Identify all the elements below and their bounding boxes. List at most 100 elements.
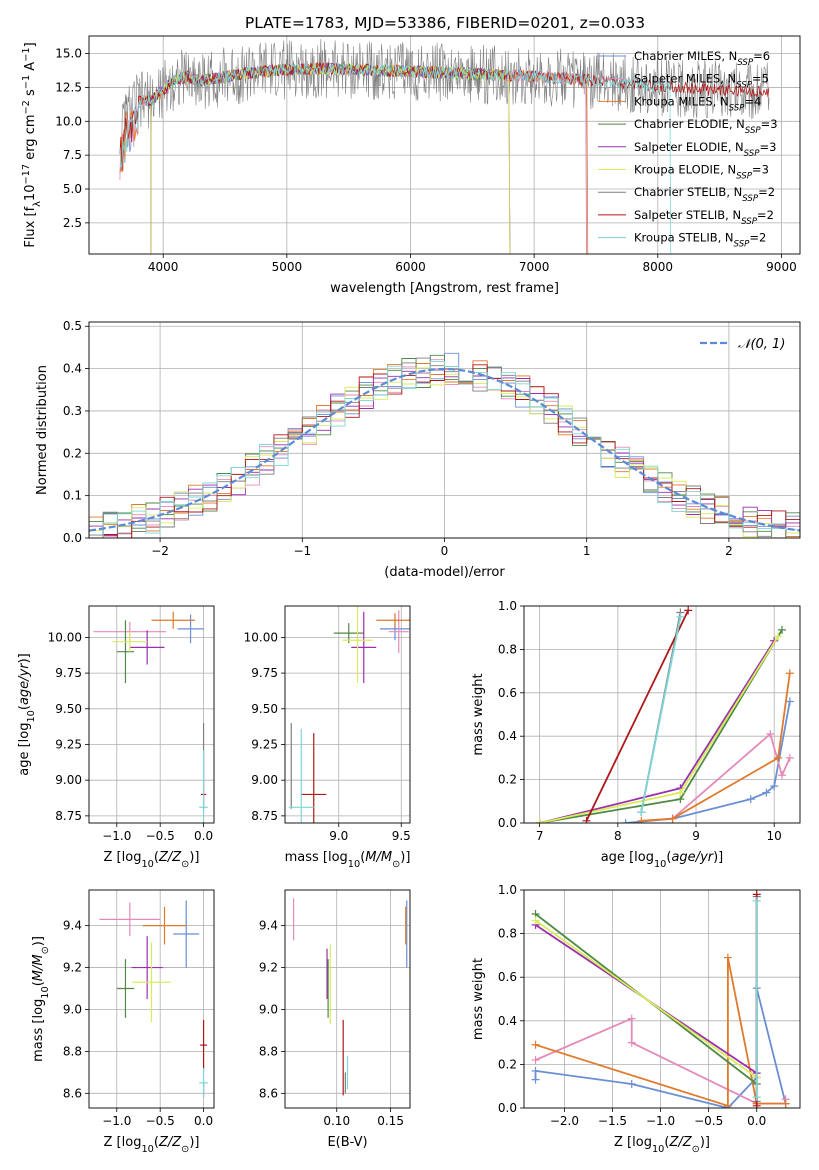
errorbar-point [142, 906, 187, 945]
weight-marker [531, 1040, 540, 1049]
x-tick-label: 0.10 [323, 1114, 350, 1128]
spectrum-series-6 [119, 39, 770, 164]
y-axis-label: mass weight [471, 673, 486, 755]
weight-marker [752, 896, 761, 905]
mass-vs-ebv-plot-area [293, 898, 408, 1096]
errorbar-point [388, 610, 409, 654]
panel-weight-vs-age: 7 8 9 10 0.0 0.2 0.4 0.6 0.8 1.0 age [log10(age/yr… [471, 599, 801, 870]
weight-marker [637, 808, 646, 817]
weight-vs-age-plot-area [535, 606, 794, 823]
errorbar-point [99, 902, 161, 937]
spectrum-legend: Chabrier MILES, NSSP=6 Salpeter MILES, NS… [598, 49, 778, 250]
mass-vs-ebv-grid [285, 890, 410, 1108]
histogram-series-8 [89, 360, 800, 538]
weight-marker [785, 669, 794, 678]
x-axis-label: age [log10(age/yr)] [601, 850, 724, 870]
x-tick-label: 4000 [148, 260, 179, 274]
weight-marker [770, 782, 779, 791]
x-tick-label: −0.5 [146, 1114, 175, 1128]
x-tick-label: 10 [767, 829, 782, 843]
y-tick-label: 10.0 [55, 114, 82, 128]
panel-age-vs-mass: 9.0 9.5 8.75 9.00 9.25 9.50 9.75 10.00 mass [log… [244, 605, 411, 870]
x-axis-label: (data-model)/error [384, 565, 505, 580]
errorbar-point [199, 750, 208, 823]
y-tick-label: 9.75 [55, 666, 82, 680]
errorbar-point [131, 936, 163, 999]
legend-label: Salpeter ELODIE, NSSP=3 [634, 140, 776, 159]
weight-marker [668, 814, 677, 823]
weight-marker [531, 1075, 540, 1084]
x-tick-label: 1 [583, 544, 591, 558]
errorbar-point [116, 620, 135, 684]
x-tick-label: 0.0 [194, 1114, 213, 1128]
weight-marker [621, 819, 630, 823]
weight-marker [746, 795, 755, 804]
x-tick-label: −2.0 [550, 1114, 579, 1128]
errorbar-point [112, 631, 148, 652]
x-tick-label: 0.0 [194, 829, 213, 843]
legend-label: Chabrier MILES, NSSP=6 [634, 49, 770, 68]
weight-marker [627, 1080, 636, 1089]
weight-line [539, 635, 779, 823]
errorbar-point [376, 613, 410, 628]
y-tick-label: 9.4 [63, 919, 82, 933]
legend-label: Chabrier ELODIE, NSSP=3 [634, 117, 778, 136]
y-tick-label: 0.4 [63, 362, 82, 376]
y-tick-label: 8.8 [63, 1044, 82, 1058]
legend-label: Salpeter MILES, NSSP=5 [634, 72, 769, 91]
weight-marker [766, 730, 775, 739]
mass-vs-z-plot-area [99, 900, 208, 1098]
x-tick-label: 9000 [766, 260, 797, 274]
weight-marker [723, 1101, 732, 1108]
errorbar-point [177, 614, 204, 644]
y-tick-label: 9.50 [55, 702, 82, 716]
panel-mass-vs-z: −1.0 −0.5 0.0 8.6 8.8 9.0 9.2 9.4 Z [log10(Z/Z⊙)… [31, 889, 215, 1155]
age-vs-z-grid [89, 606, 214, 823]
errorbar-point [132, 942, 171, 1023]
weight-marker [684, 606, 693, 615]
age-vs-mass-frame [284, 605, 411, 824]
mass-vs-z-frame [88, 889, 215, 1109]
weight-vs-z-plot-area [531, 890, 790, 1108]
y-tick-label: 8.8 [259, 1044, 278, 1058]
legend-label: Salpeter STELIB, NSSP=2 [634, 208, 774, 227]
y-tick-label: 1.0 [498, 883, 517, 897]
weight-marker [531, 916, 540, 925]
y-tick-label: 9.50 [251, 702, 278, 716]
x-tick-label: 0 [441, 544, 449, 558]
weight-marker [676, 612, 685, 621]
y-tick-label: 10.00 [48, 630, 82, 644]
normal-reference-curve [89, 367, 800, 532]
x-tick-label: 0.0 [747, 1114, 766, 1128]
errorbar-point [200, 1019, 208, 1071]
legend-label: 𝒩(0, 1) [738, 337, 785, 352]
y-tick-label: 0.2 [63, 446, 82, 460]
y-tick-label: 9.00 [251, 773, 278, 787]
spectrum-series-8 [119, 62, 672, 254]
residuals-plot-area [89, 352, 800, 538]
errorbar-point [173, 900, 200, 968]
y-tick-label: 7.5 [63, 148, 82, 162]
x-tick-label: −0.5 [146, 829, 175, 843]
y-tick-label: 0.6 [498, 686, 517, 700]
spectrum-series-5 [150, 62, 511, 254]
errorbar-point [199, 1068, 208, 1098]
weight-marker [676, 788, 685, 797]
y-tick-label: 9.25 [251, 737, 278, 751]
x-tick-label: 8000 [643, 260, 674, 274]
x-axis-label: Z [log10(Z/Z⊙)] [104, 850, 200, 870]
y-axis-label: Normed distribution [35, 365, 50, 495]
legend-label: Kroupa ELODIE, NSSP=3 [634, 163, 769, 182]
y-tick-label: 2.5 [63, 216, 82, 230]
errorbar-point [116, 959, 135, 1018]
y-tick-label: 12.5 [55, 80, 82, 94]
weight-marker [535, 819, 544, 823]
y-tick-label: 8.75 [251, 809, 278, 823]
weight-line [641, 673, 791, 822]
legend-label: Kroupa STELIB, NSSP=2 [634, 231, 766, 250]
y-axis-label: age [log10(age/yr)] [17, 653, 37, 776]
weight-marker [781, 1099, 790, 1108]
panel-weight-vs-z: −2.0 −1.5 −1.0 −0.5 0.0 0.0 0.2 0.4 0.6 0.8 1.0 Z [… [471, 883, 801, 1155]
x-tick-label: 9.5 [392, 829, 411, 843]
